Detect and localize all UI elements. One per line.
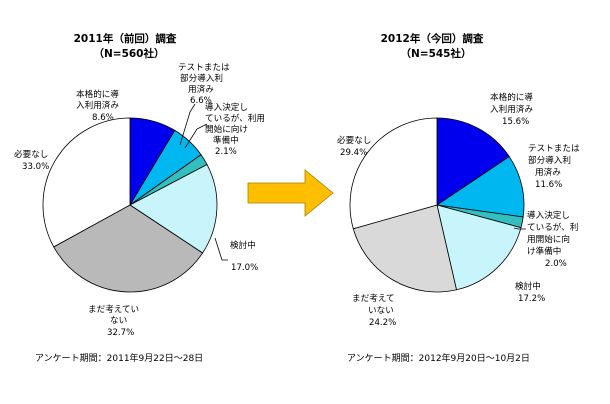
- chart2-title: 2012年（今回）調査: [381, 32, 484, 45]
- c2-leader-kettei: [513, 227, 526, 230]
- chart2-slice-5: [352, 204, 457, 293]
- comparison-arrow: [247, 169, 334, 217]
- c1-leader-kento: [214, 237, 228, 261]
- c2-pct-kettei: 2.0%: [545, 259, 567, 269]
- chart1-slice-6: [42, 117, 131, 248]
- chart1-period: アンケート期間：2011年9月22日～28日: [35, 352, 203, 364]
- c2-label-hitsuyo: 必要なし: [337, 134, 371, 146]
- c2-label-test-3: 用済み: [535, 166, 561, 178]
- c1-label-hitsuyo: 必要なし: [14, 148, 48, 160]
- chart2-slice-4: [436, 204, 522, 291]
- c1-label-kettei-1: 導入決定し: [205, 101, 248, 113]
- chart2-slice-1: [436, 117, 510, 206]
- c1-pct-kento: 17.0%: [231, 263, 258, 273]
- c2-label-honkaku-1: 本格的に導: [490, 91, 533, 103]
- c2-pct-kento: 17.2%: [518, 294, 545, 304]
- c1-pct-mada: 32.7%: [107, 328, 134, 338]
- c1-label-test-1: テストまたは: [178, 62, 230, 73]
- chart2-slice-6: [349, 117, 438, 230]
- pies-layer: [42, 117, 525, 293]
- chart1-slice-4: [129, 163, 218, 254]
- c2-label-test-1: テストまたは: [528, 143, 580, 154]
- chart2-subtitle: （N=545社）: [400, 47, 471, 60]
- chart2-slice-2: [435, 155, 525, 218]
- c2-pct-hitsuyo: 29.4%: [340, 148, 367, 158]
- c2-label-kettei-4: け準備中: [527, 245, 561, 257]
- c2-pct-honkaku: 15.6%: [502, 117, 529, 127]
- c2-pct-test: 11.6%: [535, 180, 562, 190]
- c2-label-mada-1: まだ考えて: [352, 293, 395, 304]
- c1-pct-kettei: 2.1%: [215, 147, 237, 157]
- chart1-title: 2011年（前回）調査: [74, 32, 177, 45]
- c1-label-mada-1: まだ考えてい: [88, 304, 139, 315]
- c2-pct-mada: 24.2%: [369, 318, 396, 328]
- c2-label-test-2: 部分導入利: [528, 154, 571, 166]
- chart1-labels: 本格的に導 入利用済み 8.6% テストまたは 部分導入利 用済み 6.6% 導…: [14, 62, 265, 338]
- right-arrow-icon: [247, 169, 334, 217]
- c1-label-test-2: 部分導入利: [180, 72, 223, 84]
- c1-pct-honkaku: 8.6%: [92, 113, 114, 123]
- chart2-period: アンケート期間：2012年9月20日～10月2日: [347, 352, 530, 364]
- c1-leader-kettei: [184, 123, 208, 149]
- c2-label-kento: 検討中: [515, 280, 541, 292]
- c1-label-test-3: 用済み: [188, 83, 214, 95]
- c1-label-kettei-3: 開始に向け: [205, 123, 248, 135]
- c1-label-mada-2: ない: [110, 315, 127, 326]
- c1-label-kento: 検討中: [230, 239, 256, 251]
- chart2-labels: 本格的に導 入利用済み 15.6% テストまたは 部分導入利 用済み 11.6%…: [337, 91, 580, 328]
- c2-label-mada-2: いない: [368, 305, 394, 316]
- c2-label-kettei-1: 導入決定し: [527, 209, 570, 221]
- c1-label-honkaku-1: 本格的に導: [76, 88, 119, 100]
- c2-label-kettei-2: ているが、利: [527, 221, 578, 233]
- chart1-subtitle: （N=560社）: [93, 47, 164, 60]
- c1-label-kettei-4: 準備中: [213, 134, 239, 146]
- c1-leader-test: [179, 103, 196, 146]
- c1-pct-test: 6.6%: [190, 96, 212, 106]
- c2-label-honkaku-2: 入利用済み: [490, 103, 533, 115]
- c1-label-kettei-2: ているが、利用: [205, 112, 265, 124]
- c1-pct-hitsuyo: 33.0%: [22, 162, 49, 172]
- c2-label-kettei-3: 用開始に向: [527, 233, 570, 245]
- c1-label-honkaku-2: 入利用済み: [76, 99, 119, 111]
- leader-lines: [179, 103, 526, 261]
